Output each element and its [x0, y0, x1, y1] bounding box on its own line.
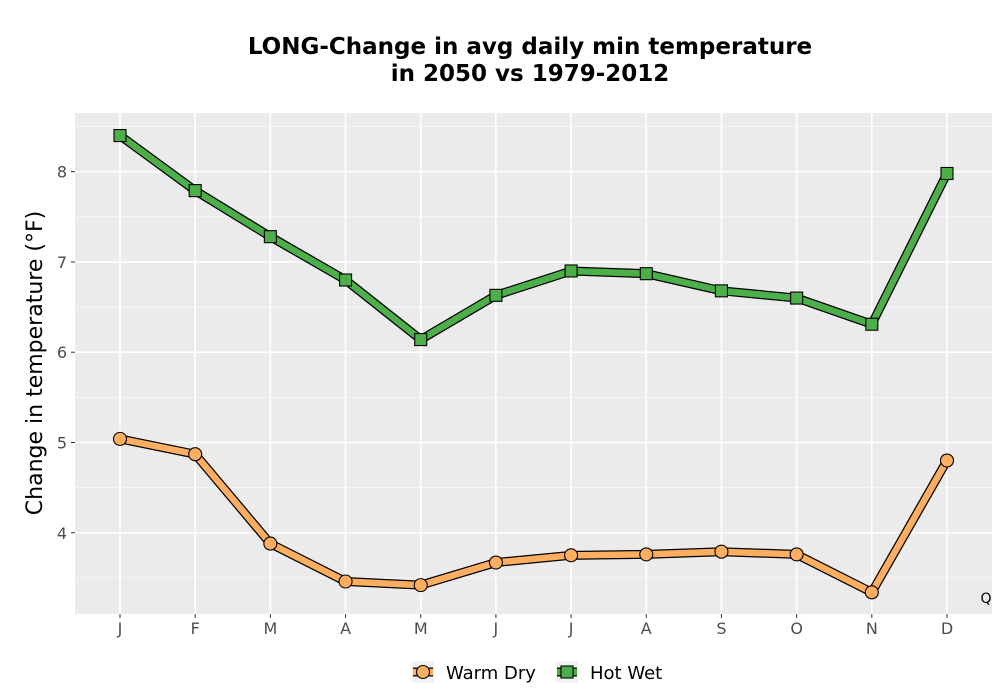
y-axis-label: Change in temperature (°F) — [23, 211, 48, 515]
legend-label: Warm Dry — [446, 663, 536, 684]
legend-key-marker — [415, 664, 431, 680]
data-point — [112, 431, 128, 446]
data-point — [414, 333, 428, 347]
x-tick-label: J — [493, 619, 499, 638]
data-point — [714, 284, 729, 298]
data-point — [489, 288, 503, 302]
legend-item-warm-dry: Warm Dry — [412, 661, 536, 684]
corner-annotation: Q — [980, 591, 991, 607]
series-line — [116, 435, 951, 596]
x-tick-label: F — [191, 619, 200, 638]
data-point — [564, 548, 579, 563]
x-tick-label: M — [414, 619, 428, 638]
y-tick-label: 8 — [57, 163, 67, 182]
data-point — [639, 267, 653, 281]
x-tick-label: O — [790, 619, 803, 638]
data-point — [263, 536, 278, 551]
data-point — [790, 291, 804, 305]
y-axis-ticks: 4 5 6 7 8 — [57, 163, 75, 543]
y-tick-label: 7 — [57, 253, 67, 272]
data-point — [188, 447, 203, 462]
x-tick-label: D — [941, 619, 953, 638]
legend-label: Hot Wet — [590, 663, 662, 684]
data-point — [488, 555, 503, 570]
x-tick-label: A — [641, 619, 652, 638]
data-point — [263, 230, 277, 244]
data-point — [639, 547, 654, 562]
data-point — [338, 574, 353, 589]
legend: Warm Dry Hot Wet — [412, 661, 662, 684]
data-point — [940, 166, 954, 181]
x-tick-label: S — [716, 619, 726, 638]
data-point — [864, 585, 879, 600]
data-point — [789, 547, 804, 562]
x-tick-label: M — [263, 619, 277, 638]
series-hot-wet — [113, 129, 954, 347]
y-tick-label: 5 — [57, 433, 67, 452]
data-point — [865, 317, 879, 331]
legend-key-marker — [560, 665, 574, 679]
series-line — [116, 132, 951, 343]
legend-item-hot-wet: Hot Wet — [556, 661, 662, 684]
series-warm-dry — [112, 431, 955, 600]
data-point — [939, 453, 955, 468]
x-tick-label: J — [568, 619, 574, 638]
data-point — [714, 544, 729, 559]
x-tick-label: A — [340, 619, 351, 638]
chart-title-line-1: LONG-Change in avg daily min temperature — [248, 34, 812, 60]
chart-title-line-2: in 2050 vs 1979-2012 — [391, 61, 670, 87]
y-tick-label: 6 — [57, 343, 67, 362]
y-tick-label: 4 — [57, 524, 67, 543]
data-point — [564, 264, 578, 278]
series-layer — [112, 129, 955, 600]
data-point — [413, 578, 428, 593]
data-point — [113, 129, 127, 143]
x-tick-label: N — [866, 619, 878, 638]
plot-panel — [75, 113, 992, 614]
data-point — [338, 273, 353, 287]
data-point — [188, 184, 202, 198]
major-gridlines — [75, 113, 992, 614]
x-tick-label: J — [117, 619, 123, 638]
